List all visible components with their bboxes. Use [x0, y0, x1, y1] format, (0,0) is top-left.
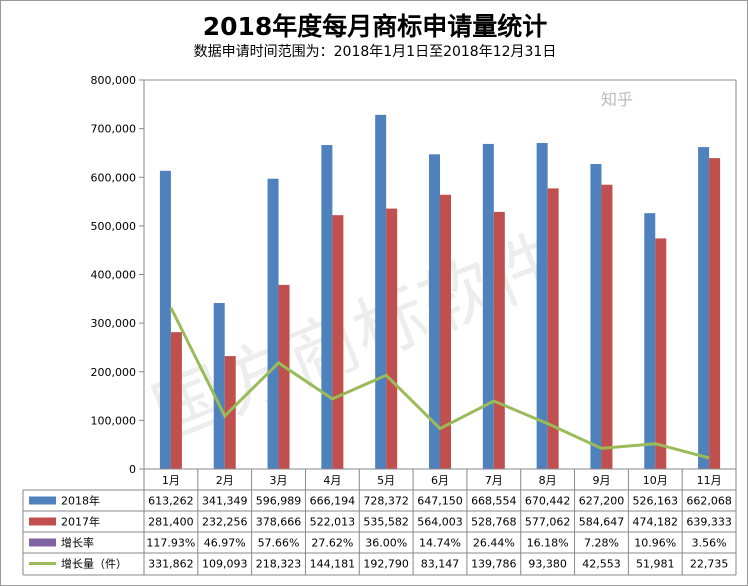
data-label-2018年: 647,150: [417, 495, 463, 508]
y-tick-label: 300,000: [91, 317, 137, 330]
data-label-增长率: 3.56%: [692, 537, 727, 550]
bar-2018年-10月: [644, 213, 656, 469]
data-label-2017年: 281,400: [148, 516, 194, 529]
data-label-2018年: 613,262: [148, 495, 194, 508]
x-tick-label: 4月: [323, 474, 341, 487]
legend-label: 2017年: [61, 515, 100, 529]
data-label-增长率: 46.97%: [204, 537, 246, 550]
data-label-2017年: 232,256: [202, 516, 248, 529]
bar-2017年-9月: [601, 184, 613, 469]
data-label-2017年: 522,013: [310, 516, 356, 529]
y-tick-label: 600,000: [91, 171, 137, 184]
bar-2017年-5月: [386, 208, 398, 470]
data-label-增长量（件）: 83,147: [421, 558, 460, 571]
data-label-增长量（件）: 144,181: [310, 558, 356, 571]
data-label-2018年: 526,163: [633, 495, 679, 508]
data-label-2018年: 728,372: [363, 495, 409, 508]
data-label-2018年: 596,989: [256, 495, 302, 508]
y-tick-label: 800,000: [91, 74, 137, 87]
y-tick-label: 700,000: [91, 123, 137, 136]
bar-2017年-8月: [547, 188, 559, 469]
x-tick-label: 7月: [485, 474, 503, 487]
data-label-增长率: 57.66%: [258, 537, 300, 550]
legend-label: 2018年: [61, 494, 100, 508]
y-tick-label: 200,000: [91, 366, 137, 379]
bar-2018年-7月: [482, 143, 494, 469]
bar-2018年-2月: [213, 303, 225, 469]
data-label-增长率: 7.28%: [584, 537, 619, 550]
x-tick-label: 6月: [431, 474, 449, 487]
bar-2017年-6月: [440, 194, 451, 469]
bar-2017年-4月: [332, 215, 344, 469]
x-tick-label: 8月: [539, 474, 557, 487]
legend-key-2018年: [29, 496, 56, 505]
x-tick-label: 1月: [162, 474, 180, 487]
bar-2018年-1月: [159, 170, 171, 470]
bar-2018年-3月: [267, 178, 279, 469]
x-tick-label: 10月: [643, 474, 668, 487]
data-label-增长率: 117.93%: [146, 537, 195, 550]
watermark: 国方商标软件: [141, 217, 573, 457]
legend-key-2017年: [29, 517, 56, 526]
bar-2018年-5月: [375, 114, 387, 470]
bar-2017年-7月: [493, 211, 505, 469]
data-label-增长量（件）: 218,323: [256, 558, 302, 571]
y-tick-label: 500,000: [91, 220, 137, 233]
data-label-增长量（件）: 331,862: [148, 558, 194, 571]
chart-subtitle: 数据申请时间范围为：2018年1月1日至2018年12月31日: [193, 44, 557, 60]
x-tick-label: 3月: [270, 474, 288, 487]
bar-2017年-3月: [278, 284, 290, 469]
data-label-2017年: 535,582: [363, 516, 409, 529]
data-label-增长量（件）: 22,735: [690, 558, 729, 571]
y-tick-label: 0: [129, 463, 136, 476]
data-label-增长量（件）: 93,380: [528, 558, 567, 571]
data-label-增长量（件）: 42,553: [582, 558, 621, 571]
data-label-2018年: 666,194: [310, 495, 356, 508]
legend-label: 增长率: [61, 536, 94, 550]
x-tick-label: 5月: [377, 474, 395, 487]
x-tick-label: 2月: [216, 474, 234, 487]
data-label-增长率: 16.18%: [527, 537, 569, 550]
bar-2018年-8月: [536, 142, 548, 470]
legend-label: 增长量（件）: [61, 557, 127, 571]
data-label-2018年: 627,200: [579, 495, 625, 508]
data-label-2017年: 378,666: [256, 516, 302, 529]
data-label-2017年: 639,333: [686, 516, 732, 529]
data-label-2018年: 670,442: [525, 495, 571, 508]
data-label-2018年: 668,554: [471, 495, 517, 508]
data-label-增长量（件）: 192,790: [363, 558, 409, 571]
legend-key-增长率: [29, 538, 56, 547]
data-label-增长量（件）: 139,786: [471, 558, 517, 571]
data-label-2018年: 341,349: [202, 495, 248, 508]
data-label-增长量（件）: 109,093: [202, 558, 248, 571]
data-label-2017年: 528,768: [471, 516, 517, 529]
bar-2018年-4月: [321, 145, 333, 469]
bar-2017年-10月: [655, 238, 667, 469]
data-label-增长率: 27.62%: [311, 537, 353, 550]
y-tick-label: 400,000: [91, 269, 137, 282]
corner-watermark: 知乎: [601, 90, 633, 109]
x-tick-label: 11月: [697, 474, 722, 487]
data-label-增长率: 14.74%: [419, 537, 461, 550]
bar-2018年-6月: [429, 154, 440, 470]
bar-2017年-11月: [709, 158, 721, 469]
data-label-2017年: 577,062: [525, 516, 571, 529]
data-label-2017年: 584,647: [579, 516, 625, 529]
y-tick-label: 100,000: [91, 414, 137, 427]
data-label-2017年: 564,003: [417, 516, 463, 529]
data-label-增长率: 26.44%: [473, 537, 515, 550]
chart-title: 2018年度每月商标申请量统计: [202, 12, 548, 41]
x-tick-label: 9月: [592, 474, 610, 487]
data-label-增长量（件）: 51,981: [636, 558, 675, 571]
bar-2018年-11月: [698, 147, 710, 469]
data-label-2017年: 474,182: [633, 516, 679, 529]
bar-2018年-9月: [590, 164, 602, 470]
bar-2017年-1月: [170, 332, 182, 469]
data-label-增长率: 36.00%: [365, 537, 407, 550]
data-label-2018年: 662,068: [686, 495, 732, 508]
data-label-增长率: 10.96%: [634, 537, 676, 550]
